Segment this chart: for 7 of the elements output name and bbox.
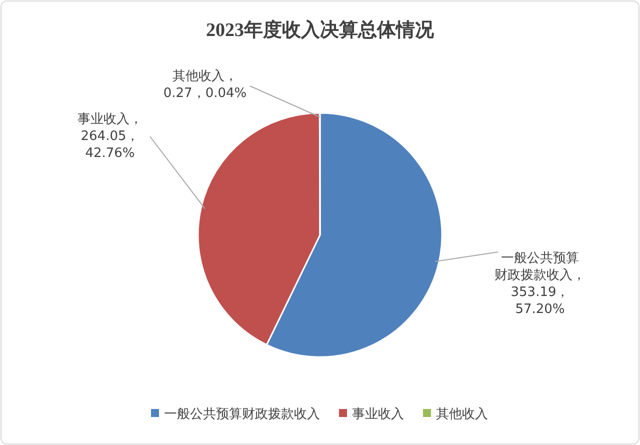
chart-title: 2023年度收入决算总体情况 xyxy=(206,19,435,41)
legend-label: 其他收入 xyxy=(436,407,488,422)
legend-label: 一般公共预算财政拨款收入 xyxy=(164,407,320,422)
data-label: 一般公共预算财政拨款收入，353.19，57.20% xyxy=(494,251,586,317)
legend-label: 事业收入 xyxy=(352,407,404,422)
data-label: 其他收入，0.27，0.04% xyxy=(163,69,247,101)
data-label: 事业收入，264.05，42.76% xyxy=(78,112,142,161)
